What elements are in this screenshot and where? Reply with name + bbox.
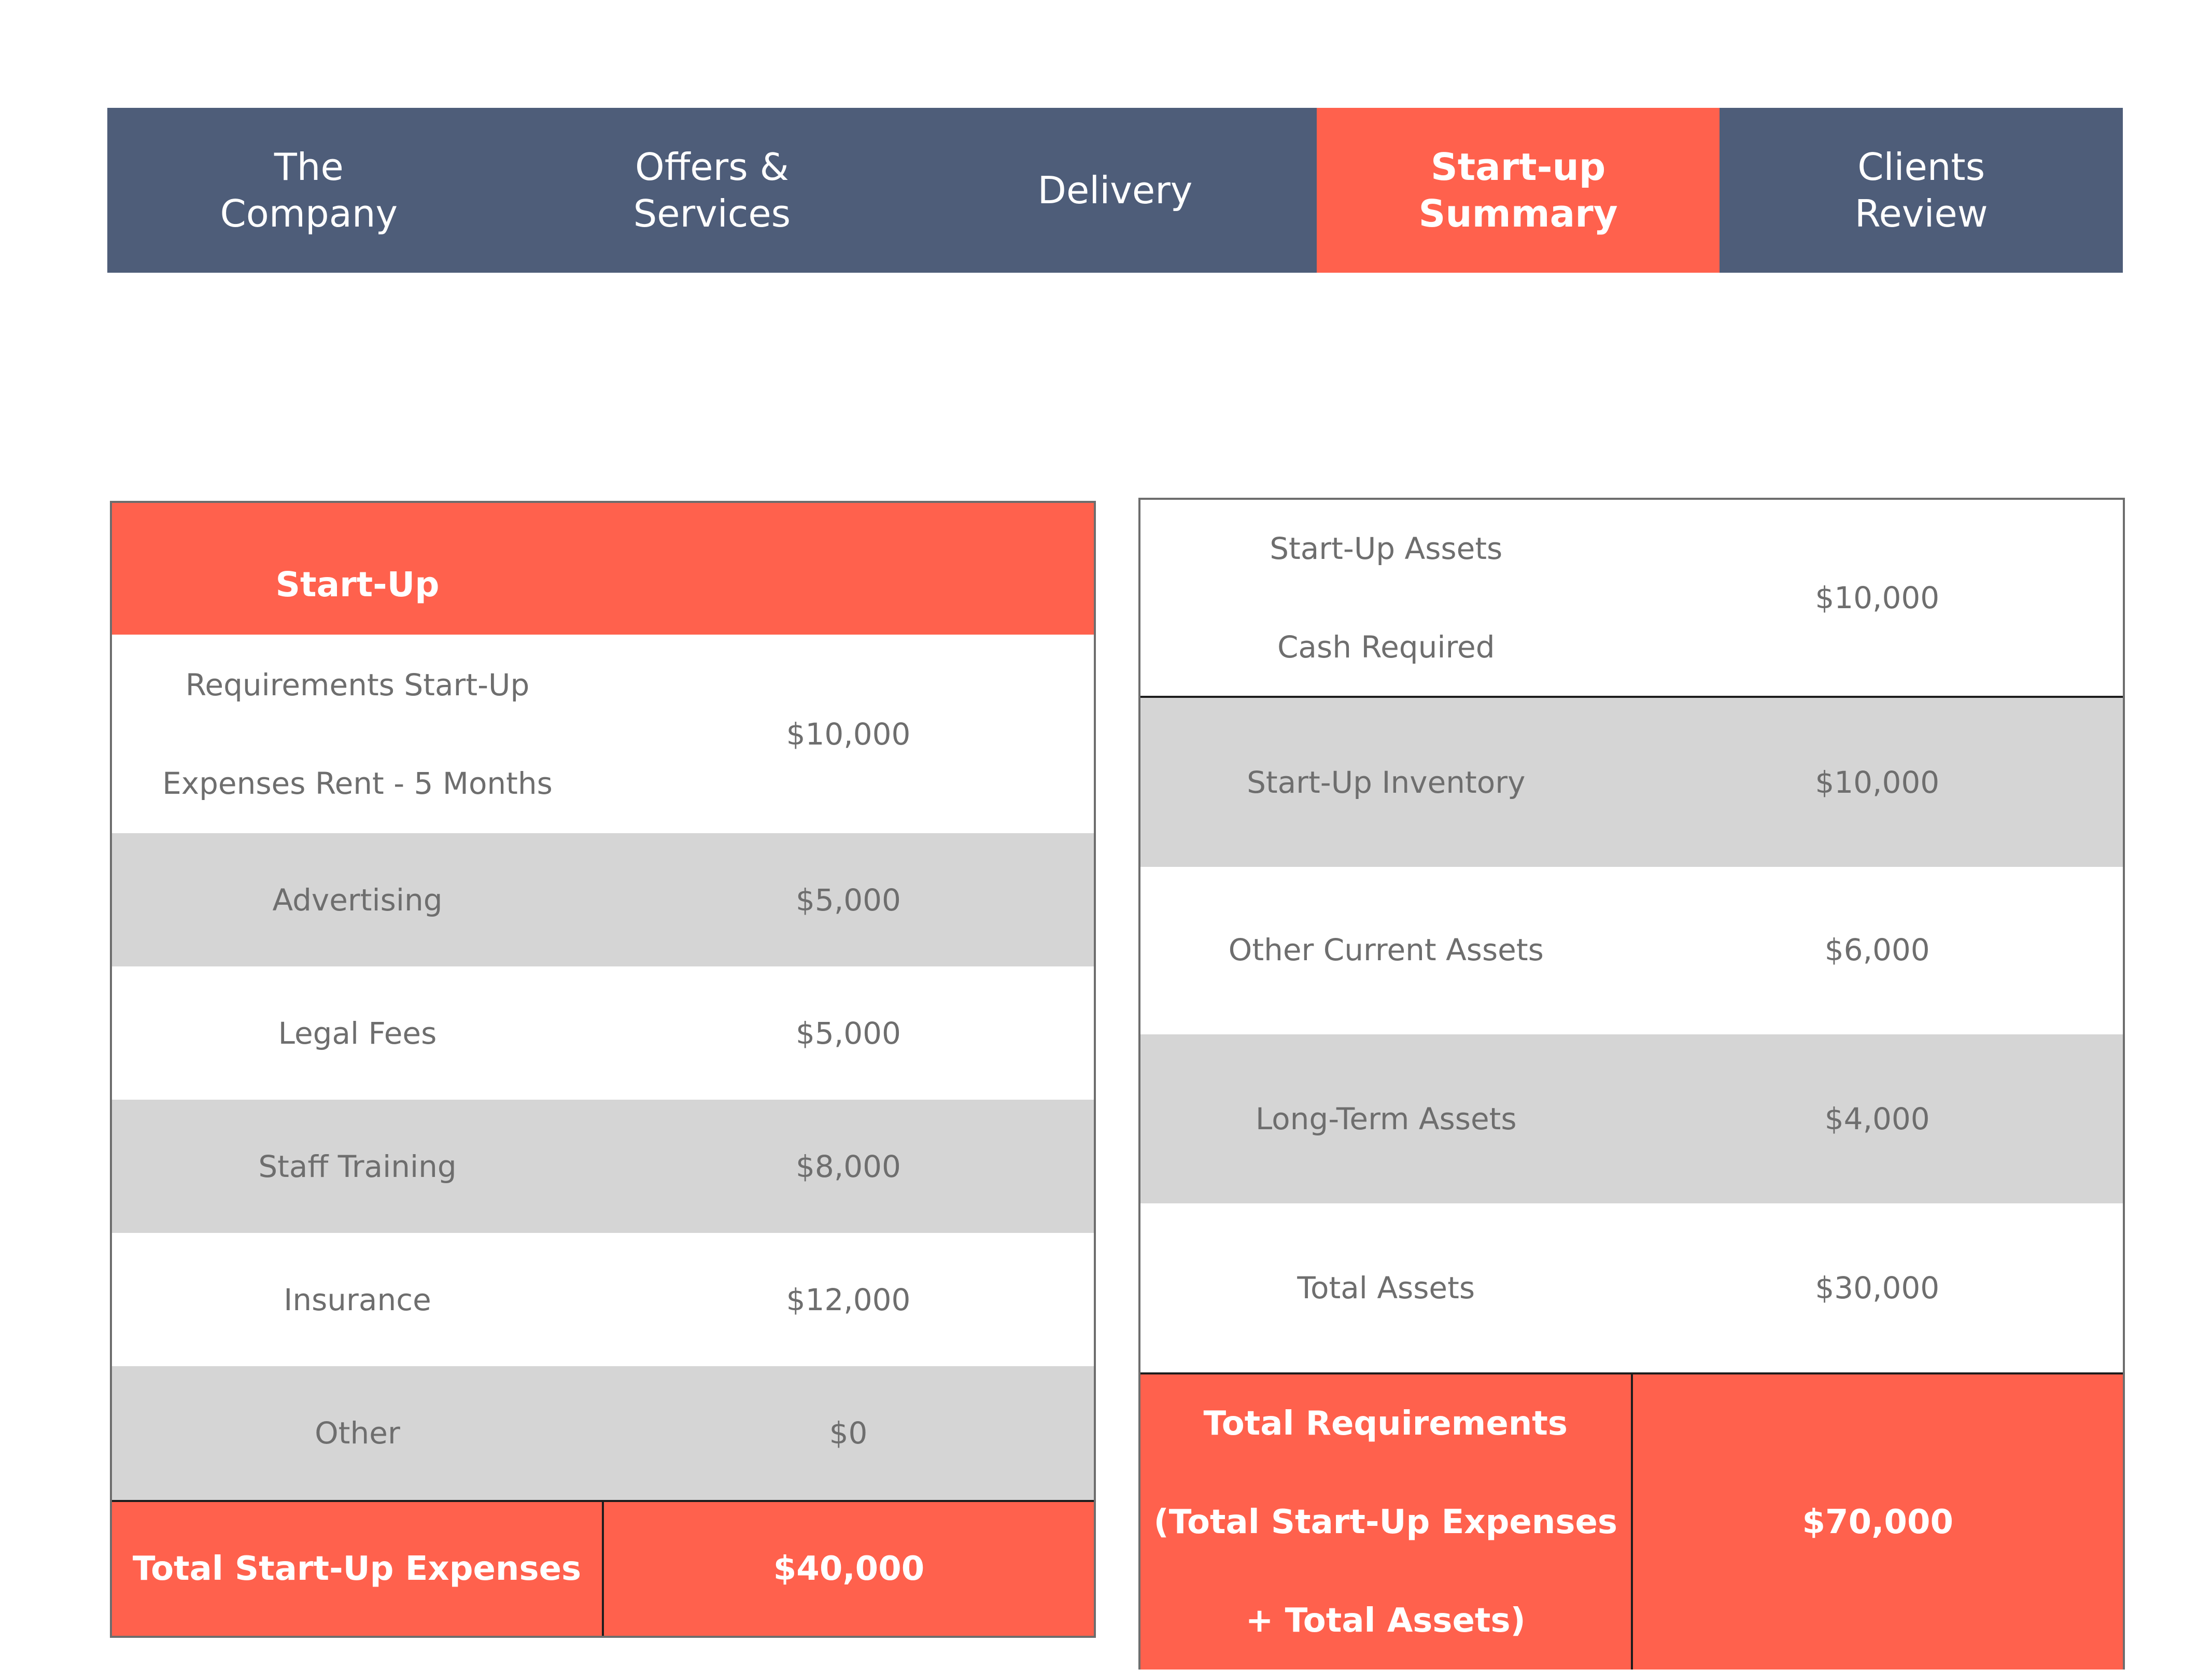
table-row: Total Assets $30,000 <box>1140 1203 2123 1372</box>
row-label: Advertising <box>272 882 443 918</box>
row-label: Other <box>315 1415 400 1451</box>
table-row: Requirements Start-Up Expenses Rent - 5 … <box>112 635 1094 833</box>
row-label: Staff Training <box>258 1148 457 1184</box>
total-label: Total Requirements (Total Start-Up Expen… <box>1153 1404 1617 1640</box>
table-row: Other $0 <box>112 1366 1094 1500</box>
row-label: Legal Fees <box>278 1015 437 1051</box>
table-row: Long-Term Assets $4,000 <box>1140 1034 2123 1203</box>
row-value: $0 <box>829 1415 868 1451</box>
total-value: $70,000 <box>1630 1374 2123 1669</box>
tab-clients-review[interactable]: Clients Review <box>1854 145 1988 235</box>
table-row: Advertising $5,000 <box>112 833 1094 966</box>
total-row: Total Start-Up Expenses $40,000 <box>112 1500 1094 1636</box>
table-row: Legal Fees $5,000 <box>112 966 1094 1100</box>
tab-delivery[interactable]: Delivery <box>1037 169 1193 212</box>
total-value: $40,000 <box>602 1502 1094 1636</box>
row-value: $8,000 <box>796 1148 901 1184</box>
row-label: Total Assets <box>1297 1270 1475 1306</box>
row-label: Start-Up Inventory <box>1247 765 1526 800</box>
row-value: $12,000 <box>786 1282 911 1317</box>
row-value: $10,000 <box>1815 580 1940 615</box>
total-row: Total Requirements (Total Start-Up Expen… <box>1140 1372 2123 1669</box>
row-value: $5,000 <box>796 882 901 918</box>
table-header-row: Start-Up <box>112 503 1094 635</box>
row-value: $30,000 <box>1815 1270 1940 1306</box>
table-row: Other Current Assets $6,000 <box>1140 865 2123 1034</box>
total-label: Total Start-Up Expenses <box>132 1550 582 1588</box>
row-label: Insurance <box>284 1282 431 1317</box>
tab-offers-services[interactable]: Offers & Services <box>633 145 791 235</box>
row-value: $5,000 <box>796 1015 901 1051</box>
row-value: $10,000 <box>786 716 911 752</box>
table-header-title: Start-Up <box>275 564 440 605</box>
top-nav: The Company Offers & Services Delivery S… <box>107 108 2123 273</box>
row-label: Long-Term Assets <box>1255 1101 1517 1136</box>
table-row: Start-Up Inventory $10,000 <box>1140 696 2123 867</box>
table-header-empty <box>603 503 1094 635</box>
row-value: $4,000 <box>1824 1101 1930 1136</box>
table-row: Insurance $12,000 <box>112 1233 1094 1366</box>
table-row: Start-Up Assets Cash Required $10,000 <box>1140 500 2123 696</box>
startup-expenses-table: Start-Up Requirements Start-Up Expenses … <box>110 501 1096 1638</box>
row-value: $6,000 <box>1824 932 1930 967</box>
row-value: $10,000 <box>1815 765 1940 800</box>
tab-startup-summary[interactable]: Start-up Summary <box>1316 108 1720 273</box>
row-label: Start-Up Assets Cash Required <box>1270 531 1503 665</box>
tab-the-company[interactable]: The Company <box>220 145 398 235</box>
row-label: Other Current Assets <box>1228 932 1544 967</box>
row-label: Requirements Start-Up Expenses Rent - 5 … <box>162 667 553 801</box>
table-row: Staff Training $8,000 <box>112 1100 1094 1233</box>
startup-assets-table: Start-Up Assets Cash Required $10,000 St… <box>1138 498 2125 1669</box>
